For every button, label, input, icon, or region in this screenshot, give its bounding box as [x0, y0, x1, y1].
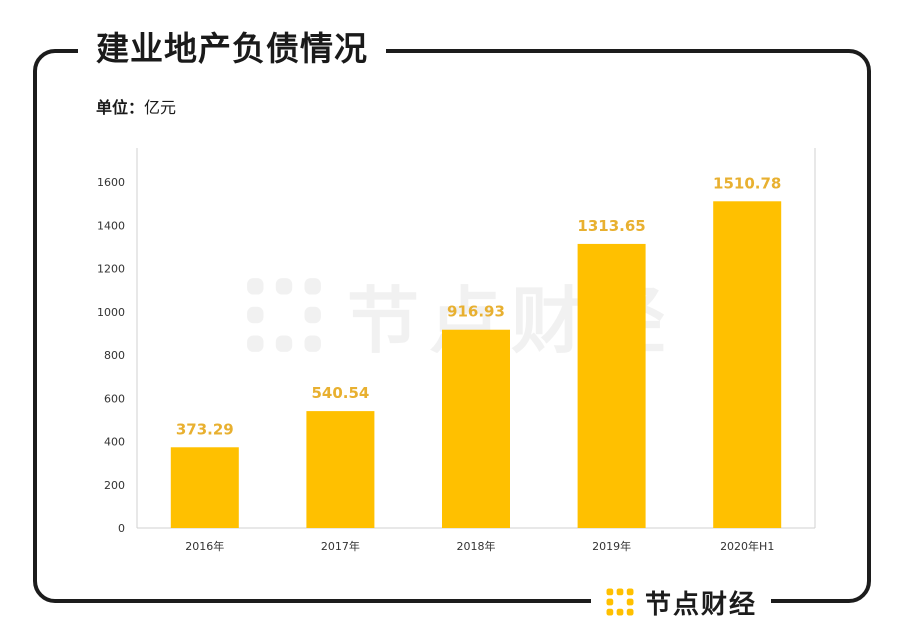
- x-tick-label: 2019年: [592, 539, 631, 553]
- unit-label-value: 亿元: [144, 98, 177, 117]
- y-tick-label: 0: [118, 522, 125, 535]
- bar-value-label: 1313.65: [577, 217, 645, 235]
- y-tick-label: 1600: [97, 176, 125, 189]
- brand: 节点财经: [591, 580, 772, 624]
- y-tick-label: 200: [104, 479, 125, 492]
- chart-title: 建业地产负债情况: [78, 26, 386, 72]
- x-tick-label: 2018年: [457, 539, 496, 553]
- bar-value-label: 373.29: [176, 420, 234, 438]
- x-tick-label: 2020年H1: [720, 539, 774, 553]
- y-tick-label: 1000: [97, 306, 125, 319]
- unit-label: 单位：亿元: [96, 98, 176, 118]
- bar: [442, 329, 510, 528]
- y-tick-label: 600: [104, 392, 125, 405]
- brand-logo-icon: [606, 588, 634, 616]
- unit-label-prefix: 单位：: [96, 98, 145, 117]
- chart-frame: [33, 49, 871, 603]
- brand-name: 节点财经: [645, 589, 758, 620]
- bar: [713, 201, 782, 528]
- bar-value-label: 916.93: [447, 303, 505, 321]
- bar-value-label: 1510.78: [713, 174, 781, 192]
- x-tick-label: 2017年: [321, 539, 360, 553]
- y-tick-label: 800: [104, 349, 125, 362]
- bar: [306, 411, 375, 528]
- y-tick-label: 1200: [97, 263, 125, 276]
- bar: [577, 243, 646, 528]
- y-tick-label: 400: [104, 436, 125, 449]
- y-tick-label: 1400: [97, 219, 125, 232]
- x-tick-label: 2016年: [185, 539, 224, 553]
- bar: [170, 447, 239, 528]
- bar-value-label: 540.54: [311, 384, 369, 402]
